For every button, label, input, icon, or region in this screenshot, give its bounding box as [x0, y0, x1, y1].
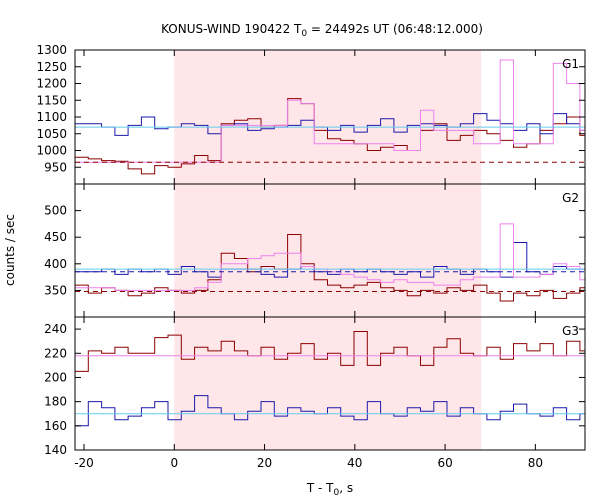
panel-label: G2	[562, 191, 579, 205]
panels-group: 9501000105011001150120012501300G13504004…	[36, 43, 586, 470]
y-tick-label: 1300	[36, 43, 67, 57]
y-tick-label: 180	[44, 395, 67, 409]
panel-label: G3	[562, 324, 579, 338]
y-axis-label: counts / sec	[3, 214, 17, 286]
y-tick-label: 1250	[36, 60, 67, 74]
x-tick-label: 80	[528, 456, 543, 470]
x-axis-label: T - T0, s	[306, 481, 353, 498]
panel-label: G1	[562, 57, 579, 71]
series-dark_red-step	[75, 331, 585, 372]
y-tick-label: 1000	[36, 144, 67, 158]
burst-interval-shade	[174, 184, 482, 317]
y-tick-label: 160	[44, 419, 67, 433]
series-blue-step	[75, 113, 585, 136]
x-tick-label: 20	[257, 456, 272, 470]
series-dark_red-step	[75, 234, 585, 302]
panel-g2: 350 400 450 500 G2	[44, 183, 586, 318]
panel-g3: 140 160 180 200 220 240 -20 0 20 40 60 80 G3	[44, 316, 586, 470]
y-tick-label: 500	[44, 204, 67, 218]
panel-g1: 950 1000 1050 1100 1150 1200 1250 1300 G1	[36, 43, 586, 185]
y-tick-label: 200	[44, 370, 67, 384]
panel-frame	[74, 316, 586, 451]
chart-title: KONUS-WIND 190422 T0 = 24492s UT (06:48:…	[161, 22, 483, 39]
y-tick-label: 220	[44, 346, 67, 360]
y-tick-label: 450	[44, 230, 67, 244]
y-tick-label: 1150	[36, 93, 67, 107]
x-tick-label: 40	[347, 456, 362, 470]
series-dark_red-step	[75, 98, 585, 175]
series-pink-step	[75, 59, 585, 163]
series-blue-step	[75, 395, 585, 427]
x-tick-label: -20	[74, 456, 94, 470]
y-tick-label: 240	[44, 322, 67, 336]
y-tick-label: 140	[44, 443, 67, 457]
y-tick-label: 1050	[36, 127, 67, 141]
y-tick-label: 350	[44, 283, 67, 297]
y-tick-label: 400	[44, 257, 67, 271]
burst-interval-shade	[174, 50, 482, 184]
y-tick-label: 1100	[36, 110, 67, 124]
y-tick-label: 950	[44, 160, 67, 174]
series-pink-step	[75, 223, 585, 291]
y-tick-label: 1200	[36, 77, 67, 91]
x-tick-label: 60	[437, 456, 452, 470]
burst-interval-shade	[174, 317, 482, 450]
x-tick-label: 0	[170, 456, 178, 470]
